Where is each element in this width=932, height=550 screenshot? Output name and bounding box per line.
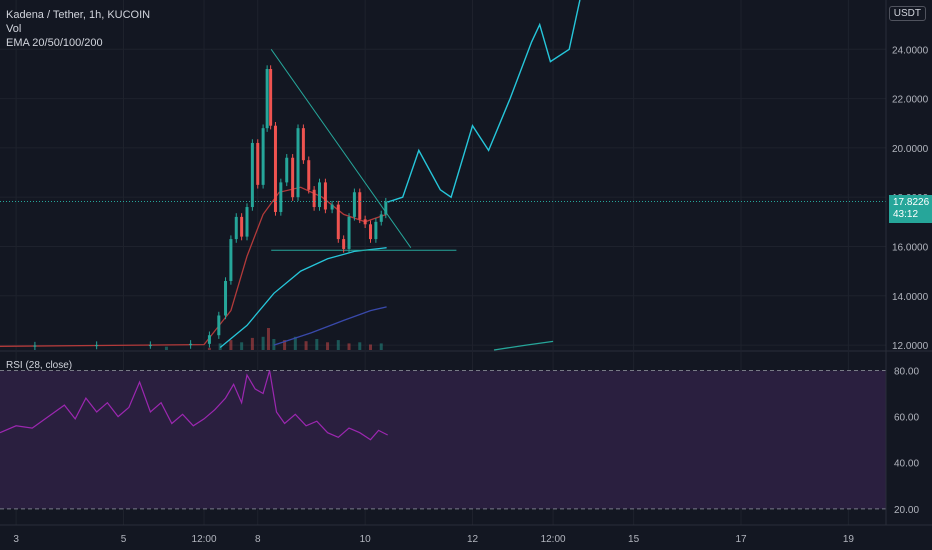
candle-body [207, 335, 211, 344]
ema-indicator-label[interactable]: EMA 20/50/100/200 [6, 37, 103, 49]
ema50-line [219, 247, 387, 349]
candle-body [224, 280, 228, 316]
candle-body [189, 343, 193, 346]
projection-path [387, 0, 581, 203]
rsi-tick-label: 20.00 [894, 505, 919, 516]
chart-legend: Kadena / Tether, 1h, KUCOIN Vol EMA 20/5… [6, 8, 150, 50]
candle-body [342, 239, 346, 249]
candle-body [95, 345, 99, 347]
candle-body [384, 201, 388, 215]
volume-bar [283, 340, 287, 350]
candle-body [369, 224, 373, 240]
candle-body [363, 219, 367, 225]
volume-bar [304, 341, 308, 350]
candle-body [317, 182, 321, 208]
candle-body [279, 182, 283, 212]
ema200-line [493, 340, 554, 351]
volume-bar [229, 340, 233, 350]
rsi-line [0, 370, 388, 441]
candle-body [217, 315, 221, 336]
candle-body [250, 142, 254, 208]
candle-body [148, 345, 152, 347]
candle-body [323, 182, 327, 210]
price-tick-label: 12.0000 [892, 341, 929, 352]
currency-button[interactable]: USDT [888, 6, 926, 21]
volume-bar [207, 347, 211, 350]
time-tick-label: 8 [255, 534, 261, 545]
volume-bar [315, 339, 319, 350]
volume-bar [347, 343, 351, 350]
volume-bar [358, 342, 362, 350]
time-tick-label: 3 [13, 534, 19, 545]
time-tick-label: 12 [467, 534, 479, 545]
time-tick-label: 17 [735, 534, 747, 545]
volume-bar [250, 337, 254, 350]
candle-body [291, 157, 295, 198]
ema100-line [273, 306, 387, 346]
rsi-band [0, 370, 886, 509]
candle-body [330, 204, 334, 210]
candle-body [265, 69, 269, 129]
candle-body [352, 192, 356, 217]
time-tick-label: 10 [360, 534, 372, 545]
rsi-tick-label: 40.00 [894, 459, 919, 470]
time-tick-label: 5 [121, 534, 127, 545]
candle-body [240, 216, 244, 237]
time-tick-label: 15 [628, 534, 640, 545]
candle-body [301, 128, 305, 161]
candle-body [245, 207, 249, 237]
time-tick-label: 19 [843, 534, 855, 545]
resistance-trendline [270, 49, 412, 248]
candle-body [358, 192, 362, 220]
bar-countdown: 43:12 [893, 208, 919, 220]
candle-body [33, 345, 37, 347]
candle-body [296, 128, 300, 198]
volume-bar [369, 344, 373, 350]
candle-body [261, 128, 265, 185]
rsi-tick-label: 80.00 [894, 366, 919, 377]
last-price-value: 17.8226 [893, 196, 930, 208]
volume-bar [326, 342, 330, 350]
candle-body [229, 239, 233, 281]
candle-body [234, 216, 238, 240]
price-tick-label: 16.0000 [892, 242, 929, 253]
rsi-indicator-label[interactable]: RSI (28, close) [6, 360, 73, 371]
volume-bar [379, 343, 383, 350]
volume-bar [266, 328, 270, 350]
candle-body [312, 189, 316, 208]
price-tick-label: 22.0000 [892, 95, 929, 106]
candle-body [374, 221, 378, 240]
volume-bar [336, 340, 340, 350]
candle-body [285, 157, 289, 183]
candle-body [269, 69, 273, 126]
volume-bar [164, 346, 168, 350]
price-tick-label: 14.0000 [892, 292, 929, 303]
candle-body [347, 216, 351, 249]
last-price-tag: 17.8226 43:12 [889, 194, 932, 223]
volume-indicator-label[interactable]: Vol [6, 23, 22, 35]
candle-body [336, 204, 340, 240]
time-tick-label: 12:00 [192, 534, 217, 545]
price-tick-label: 24.0000 [892, 45, 929, 56]
ema20-line [0, 186, 387, 347]
volume-bar [293, 336, 297, 350]
volume-bar [261, 336, 265, 350]
candle-body [307, 160, 311, 190]
symbol-title: Kadena / Tether, 1h, KUCOIN [6, 9, 151, 21]
volume-bar [240, 342, 244, 350]
time-tick-label: 12:00 [541, 534, 566, 545]
candle-body [379, 214, 383, 222]
price-tick-label: 20.0000 [892, 144, 929, 155]
candle-body [256, 142, 260, 185]
rsi-tick-label: 60.00 [894, 413, 919, 424]
candle-body [273, 125, 277, 212]
